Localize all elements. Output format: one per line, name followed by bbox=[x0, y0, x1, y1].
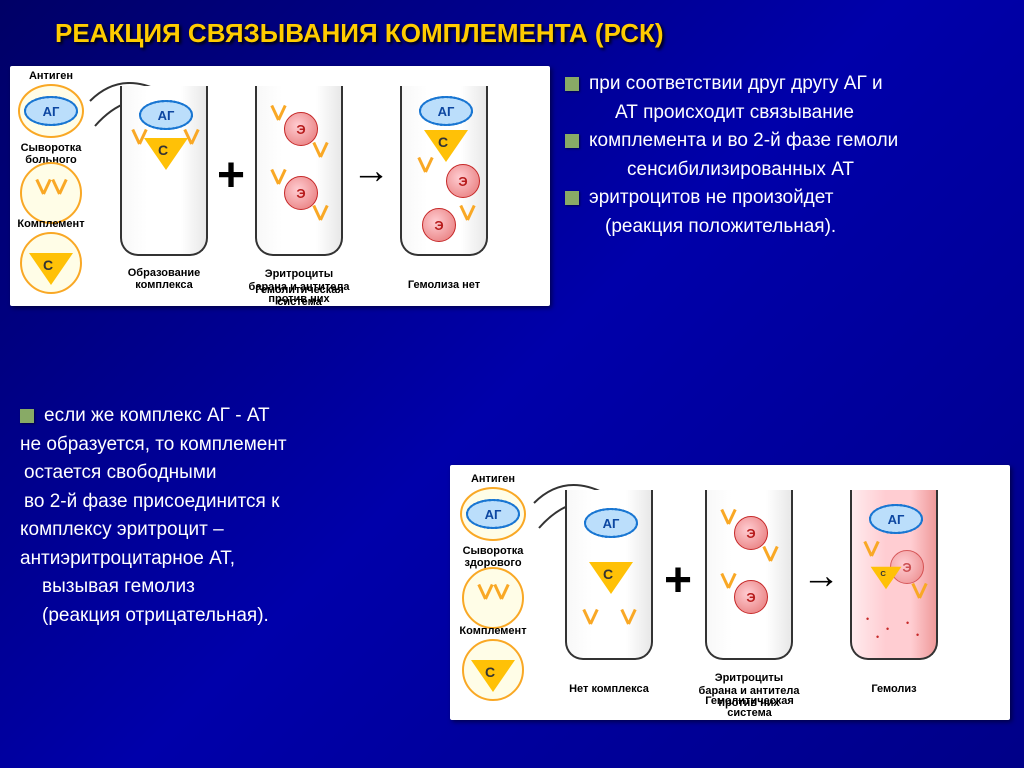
tube-b3: АГ Э С • • • • • Гемолиз bbox=[850, 490, 938, 660]
arrow-right-icon: → bbox=[352, 150, 390, 193]
tube-b3-label: Гемолиз bbox=[842, 683, 946, 696]
tube-b2: Э Э Эритроциты барана и антитела против … bbox=[705, 490, 793, 660]
plus-icon: + bbox=[217, 148, 245, 203]
diagram-positive: Антиген АГ Сыворотка больного Комплемент… bbox=[10, 66, 550, 306]
legend-antigen-label-b: Антиген bbox=[454, 473, 532, 485]
tube-b1-label: Нет комплекса bbox=[557, 683, 661, 696]
ag-oval: АГ bbox=[139, 100, 193, 130]
tube1-label: Образование комплекса bbox=[112, 267, 216, 292]
hemolytic-label-b: Гемолитическая система bbox=[692, 695, 807, 719]
ag-icon: АГ bbox=[24, 96, 78, 126]
slide-title: РЕАКЦИЯ СВЯЗЫВАНИЯ КОМПЛЕМЕНТА (РСК) bbox=[55, 18, 664, 49]
legend-complement-icon: С bbox=[20, 232, 82, 294]
tube3-label: Гемолиза нет bbox=[392, 279, 496, 292]
legend-serum-icon bbox=[20, 162, 82, 224]
plus-icon-b: + bbox=[664, 553, 692, 608]
hemolytic-label: Гемолитическая система bbox=[242, 284, 357, 308]
tube-2: Э Э Эритроциты барана и антитела против … bbox=[255, 86, 343, 256]
c-label: С bbox=[43, 257, 53, 273]
diagram-negative: Антиген АГ Сыворотка здорового Комплемен… bbox=[450, 465, 1010, 720]
tube-3: АГ С Э Э Гемолиза нет bbox=[400, 86, 488, 256]
legend-complement-label: Комплемент bbox=[6, 218, 96, 230]
text-positive: при соответствии друг другу АГ и АТ прои… bbox=[565, 70, 1015, 241]
tube-b1: АГ С Нет комплекса bbox=[565, 490, 653, 660]
legend-complement-label-b: Комплемент bbox=[448, 625, 538, 637]
legend-antigen-label: Антиген bbox=[12, 70, 90, 82]
tube-1: АГ С Образование комплекса bbox=[120, 86, 208, 256]
legend-antigen-icon: АГ bbox=[18, 84, 84, 138]
text-negative: если же комплекс АГ - АТ не образуется, … bbox=[20, 402, 440, 630]
arrow-right-icon-b: → bbox=[802, 555, 840, 598]
